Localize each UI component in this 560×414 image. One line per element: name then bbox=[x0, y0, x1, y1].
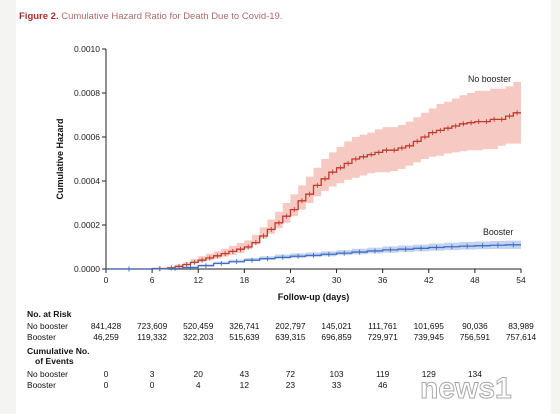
news1-logo-icon: news1 news1 bbox=[418, 370, 513, 406]
x-axis-label: Follow-up (days) bbox=[278, 292, 350, 302]
svg-text:news1: news1 bbox=[420, 372, 512, 405]
x-tick-label: 6 bbox=[150, 275, 155, 285]
y-tick-label: 0.0002 bbox=[74, 220, 100, 230]
x-tick-label: 48 bbox=[470, 275, 480, 285]
x-tick-label: 24 bbox=[286, 275, 296, 285]
x-tick-label: 30 bbox=[332, 275, 342, 285]
x-tick-label: 18 bbox=[240, 275, 250, 285]
y-tick-label: 0.0006 bbox=[74, 132, 100, 142]
figure-caption: Cumulative Hazard Ratio for Death Due to… bbox=[61, 11, 283, 22]
y-axis-label: Cumulative Hazard bbox=[55, 118, 65, 199]
y-tick-label: 0.0000 bbox=[74, 264, 100, 274]
x-tick-label: 36 bbox=[378, 275, 388, 285]
y-tick-label: 0.0008 bbox=[74, 88, 100, 98]
x-tick-label: 0 bbox=[104, 275, 109, 285]
y-tick-label: 0.0004 bbox=[74, 176, 100, 186]
confidence-band-no-booster bbox=[106, 82, 521, 269]
figure-label: Figure 2. bbox=[19, 11, 59, 22]
series-annotation-no-booster: No booster bbox=[468, 74, 511, 84]
x-tick-label: 12 bbox=[193, 275, 203, 285]
svg-text:news1: news1 bbox=[420, 372, 512, 405]
y-tick-label: 0.0010 bbox=[74, 44, 100, 54]
series-annotation-booster: Booster bbox=[483, 227, 513, 237]
x-tick-label: 42 bbox=[424, 275, 434, 285]
news1-watermark: news1 news1 bbox=[416, 365, 554, 409]
series-line-no-booster bbox=[106, 112, 521, 270]
x-tick-label: 54 bbox=[516, 275, 526, 285]
figure-title: Figure 2. Cumulative Hazard Ratio for De… bbox=[19, 11, 282, 22]
